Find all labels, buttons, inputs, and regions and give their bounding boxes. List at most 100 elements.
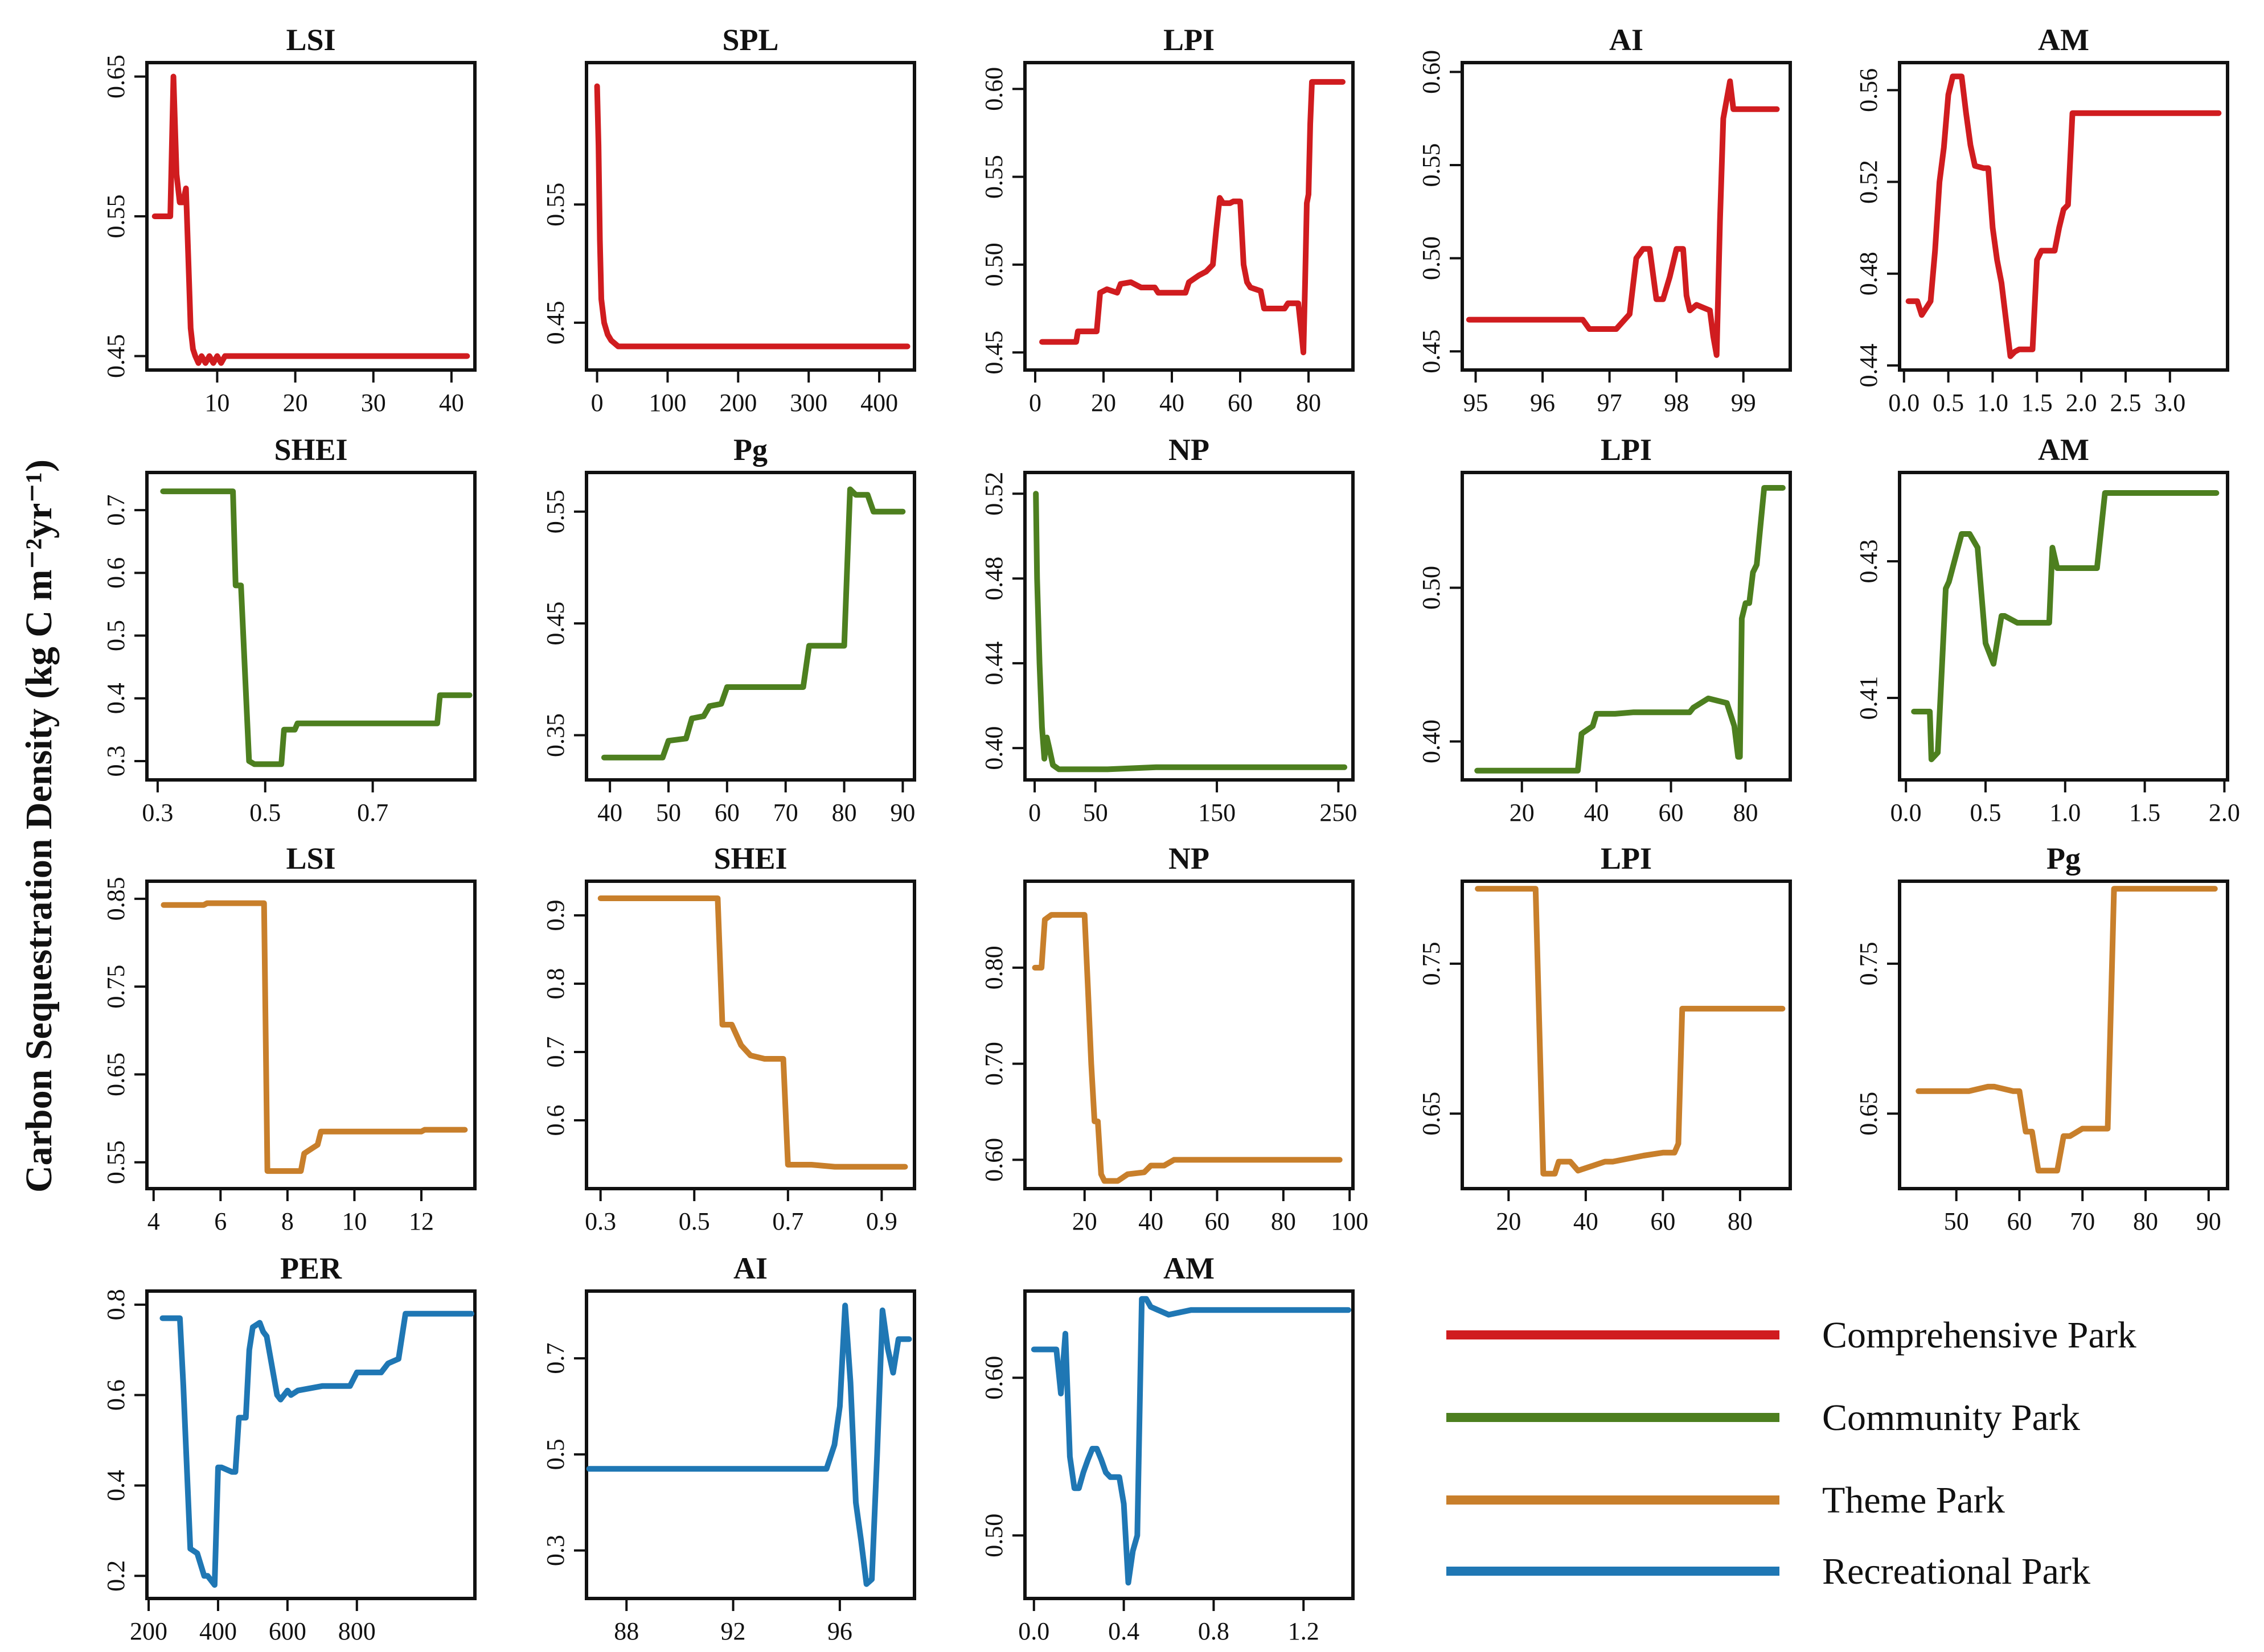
series-line: [1911, 490, 2220, 762]
y-tick-label: 0.60: [980, 67, 1008, 111]
y-tick-label: 0.48: [980, 557, 1008, 601]
x-tick-label: 400: [860, 389, 898, 417]
x-tick-label: 8: [281, 1207, 294, 1235]
legend-label: Theme Park: [1822, 1480, 2005, 1521]
plot-frame: [145, 61, 477, 372]
plot-frame: [1023, 880, 1355, 1190]
plot-frame: [1461, 471, 1792, 782]
y-tick-label: 0.65: [102, 1053, 130, 1096]
y-axis-label: Carbon Sequestration Density (kg C m⁻²yr…: [18, 459, 60, 1193]
panel-theme-park-pg: Pg 50 60 70 80 90 0.65 0.75: [1855, 841, 2229, 1235]
y-tick-label: 0.48: [1855, 252, 1882, 295]
y-tick-label: 0.50: [1417, 236, 1445, 280]
y-tick-label: 0.5: [102, 620, 130, 651]
plot-frame: [1461, 61, 1792, 372]
x-tick-label: 6: [214, 1207, 227, 1235]
x-tick-label: 90: [2196, 1207, 2221, 1235]
panel-theme-park-shei: SHEI 0.3 0.5 0.7 0.9 0.6 0.7 0.8 0.9: [542, 841, 916, 1235]
y-tick-label: 0.55: [102, 195, 130, 239]
plot-frame: [585, 880, 916, 1190]
panel-title: LPI: [1163, 23, 1215, 57]
x-tick-label: 0.0: [1018, 1617, 1049, 1645]
series-line: [1039, 79, 1346, 356]
plot-frame: [1023, 61, 1355, 372]
x-tick-label: 40: [1573, 1207, 1598, 1235]
panel-title: LSI: [286, 23, 335, 57]
x-tick-label: 80: [1728, 1207, 1753, 1235]
series-line: [1905, 73, 2222, 359]
panel-title: AM: [1163, 1251, 1215, 1285]
x-tick-label: 3.0: [2154, 389, 2185, 417]
legend-label: Comprehensive Park: [1822, 1314, 2136, 1356]
x-tick-label: 400: [199, 1617, 237, 1645]
y-tick-label: 0.6: [542, 1105, 569, 1136]
x-tick-label: 88: [614, 1617, 639, 1645]
x-tick-label: 0.9: [866, 1207, 897, 1235]
x-tick-label: 100: [1331, 1207, 1368, 1235]
y-tick-label: 0.56: [1855, 68, 1882, 112]
x-tick-label: 30: [361, 389, 386, 417]
x-tick-label: 0.8: [1198, 1617, 1229, 1645]
panel-title: LPI: [1601, 841, 1652, 876]
x-tick-label: 60: [715, 799, 740, 827]
x-tick-label: 20: [1496, 1207, 1521, 1235]
plot-frame: [585, 1289, 916, 1600]
x-tick-label: 1.5: [2129, 799, 2160, 827]
panel-title: AI: [733, 1251, 768, 1285]
x-tick-label: 100: [649, 389, 686, 417]
y-tick-label: 0.80: [980, 946, 1008, 989]
y-tick-label: 0.3: [542, 1535, 569, 1566]
x-tick-label: 70: [773, 799, 798, 827]
x-tick-label: 97: [1597, 389, 1622, 417]
x-tick-label: 40: [439, 389, 464, 417]
x-tick-label: 0: [591, 389, 604, 417]
panel-theme-park-lsi: LSI 4 6 8 10 12 0.55 0.65 0.75 0.85: [102, 841, 477, 1235]
y-tick-label: 0.8: [102, 1289, 130, 1320]
y-tick-label: 0.45: [542, 301, 569, 344]
x-tick-label: 20: [1091, 389, 1116, 417]
x-tick-label: 20: [1072, 1207, 1097, 1235]
x-tick-label: 10: [342, 1207, 367, 1235]
x-tick-label: 300: [790, 389, 827, 417]
x-tick-label: 80: [1296, 389, 1321, 417]
panels-group: LSI 10 20 30 40 0.45 0.55 0.65 SPL 0 100 200 300 400 0…: [102, 23, 2240, 1645]
panel-title: PER: [280, 1251, 342, 1285]
panel-title: SPL: [722, 23, 778, 57]
y-tick-label: 0.60: [980, 1356, 1008, 1400]
panel-recreational-park-ai: AI 88 92 96 0.3 0.5 0.7: [542, 1251, 916, 1645]
panel-community-park-np: NP 0 50 150 250 0.40 0.44 0.48 0.52: [980, 433, 1357, 827]
panel-title: Pg: [733, 433, 768, 467]
y-tick-label: 0.55: [980, 155, 1008, 199]
x-tick-label: 0.3: [142, 799, 173, 827]
x-tick-label: 0.5: [679, 1207, 710, 1235]
y-tick-label: 0.65: [1855, 1092, 1882, 1136]
x-tick-label: 50: [1083, 799, 1108, 827]
x-tick-label: 60: [1650, 1207, 1675, 1235]
plot-frame: [1898, 471, 2229, 782]
x-tick-label: 200: [130, 1617, 167, 1645]
panel-community-park-lpi: LPI 20 40 60 80 0.40 0.50: [1417, 433, 1792, 827]
x-tick-label: 0.4: [1108, 1617, 1139, 1645]
y-tick-label: 0.52: [1855, 160, 1882, 204]
y-tick-label: 0.3: [102, 745, 130, 776]
panel-community-park-pg: Pg 40 50 60 70 80 90 0.35 0.45 0.55: [542, 433, 916, 827]
y-tick-label: 0.50: [980, 243, 1008, 286]
x-tick-label: 10: [204, 389, 229, 417]
y-tick-label: 0.65: [102, 55, 130, 98]
y-tick-label: 0.4: [102, 683, 130, 714]
x-tick-label: 2.0: [2066, 389, 2097, 417]
y-tick-label: 0.45: [102, 334, 130, 378]
panel-comprehensive-park-am: AM 0.0 0.5 1.0 1.5 2.0 2.5 3.0 0.44 0.48 0.52 0.56: [1855, 23, 2229, 417]
series-line: [151, 73, 470, 366]
panel-title: LSI: [286, 841, 335, 876]
x-tick-label: 0.5: [249, 799, 281, 827]
y-tick-label: 0.40: [1417, 720, 1445, 763]
x-tick-label: 0.5: [1933, 389, 1964, 417]
x-tick-label: 60: [2007, 1207, 2032, 1235]
y-tick-label: 0.44: [1855, 343, 1882, 387]
y-tick-label: 0.44: [980, 642, 1008, 685]
panel-comprehensive-park-ai: AI 95 96 97 98 99 0.45 0.50 0.55 0.60: [1417, 23, 1792, 417]
x-tick-label: 1.0: [2049, 799, 2081, 827]
x-tick-label: 60: [1659, 799, 1684, 827]
x-tick-label: 40: [1138, 1207, 1163, 1235]
